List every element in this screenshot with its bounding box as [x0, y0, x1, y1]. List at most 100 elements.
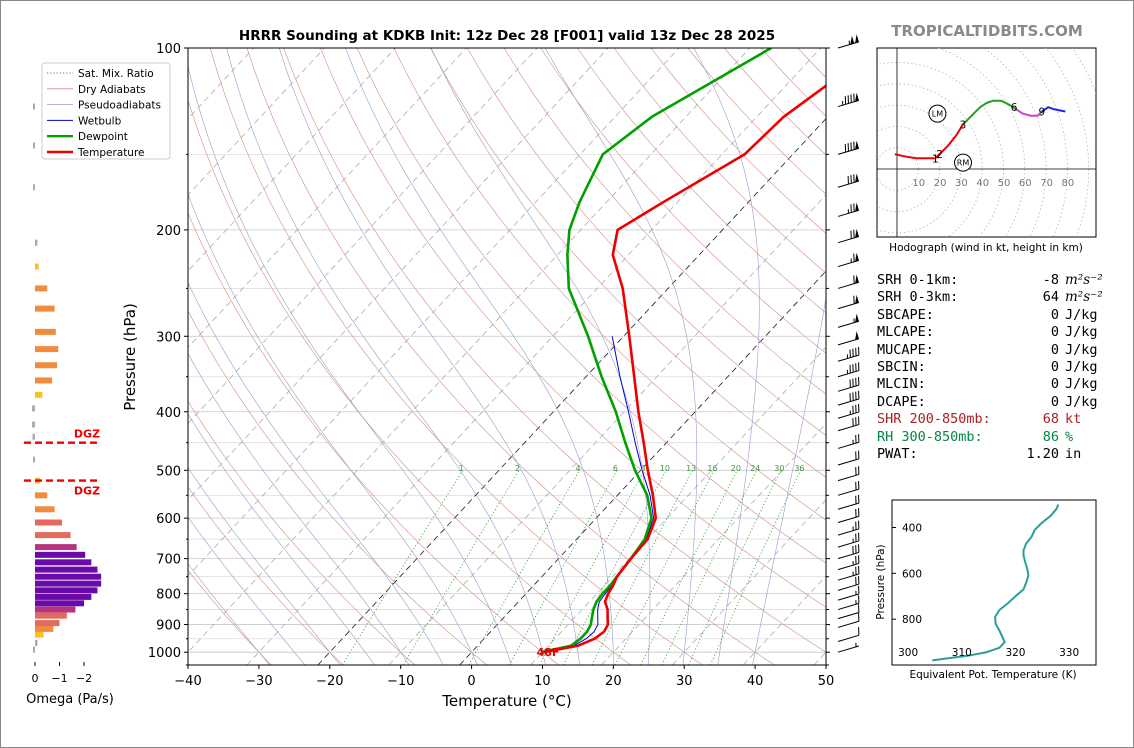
- hodograph-height-label: 2: [936, 149, 943, 161]
- theta-e-plot: [932, 504, 1060, 662]
- hodograph-height-label: 1: [932, 153, 939, 165]
- omega-x-tick-label: −1: [51, 672, 67, 685]
- pseudoadiabat-line: [693, 48, 760, 665]
- parameter-name: SRH 0-3km:: [877, 289, 959, 306]
- wind-barb: [837, 532, 860, 548]
- omega-bar: [35, 606, 76, 613]
- wind-barb: [837, 565, 860, 581]
- omega-bar: [35, 566, 98, 573]
- omega-bar: [33, 184, 35, 191]
- hodograph-caption: Hodograph (wind in kt, height in km): [889, 242, 1083, 254]
- hodograph: 10 20 30 40 50 60 70 80 12 3 6 9 LM RM: [877, 48, 1096, 237]
- parameter-value: 0: [1050, 306, 1059, 323]
- legend-label: Wetbulb: [78, 115, 122, 127]
- skewt-profiles: [540, 48, 826, 654]
- barb-staff: [837, 281, 860, 289]
- wind-barb: [837, 331, 860, 346]
- dewpoint-profile: [540, 48, 772, 654]
- barb-staff: [837, 354, 860, 362]
- mixing-ratio-line: [688, 470, 782, 665]
- legend-label: Dry Adiabats: [78, 84, 146, 96]
- omega-bar: [35, 532, 71, 539]
- parameter-value: 0: [1050, 376, 1059, 393]
- isotherm-line: [188, 48, 396, 272]
- omega-bar: [35, 612, 67, 619]
- parameter-row: SHR 200-850mb: 68 kt: [877, 411, 1103, 428]
- wind-barb: [837, 362, 860, 378]
- legend-label: Sat. Mix. Ratio: [78, 68, 154, 80]
- y-tick-label: 900: [156, 619, 181, 634]
- omega-bar: [35, 559, 92, 566]
- storm-motion-marker: [954, 153, 973, 172]
- skewt-axes: 1 2 4 6 8 10 13 16 20 24 30 36−40 −30 −20 −10 0 10 20 30 40…: [148, 42, 834, 689]
- omega-bar: [35, 551, 86, 558]
- parameter-unit: J/kg: [1065, 393, 1098, 410]
- wind-barb: [837, 613, 860, 628]
- barb-staff: [837, 551, 860, 560]
- barb-staff: [837, 441, 860, 449]
- barb-staff: [837, 320, 860, 328]
- mixing-ratio-label: 1: [459, 464, 464, 473]
- dry-adiabat-line: [393, 48, 826, 521]
- barb-flag: [855, 140, 859, 150]
- dry-adiabat-line: [467, 48, 826, 436]
- y-tick-label: 1000: [148, 646, 181, 661]
- wind-barb: [837, 576, 860, 591]
- parameter-unit: J/kg: [1065, 341, 1098, 358]
- omega-bar: [32, 421, 35, 428]
- barb-flag: [855, 331, 859, 340]
- pseudoadiabat-line: [188, 282, 444, 665]
- temperature-profile: [543, 84, 826, 654]
- omega-bar: [35, 377, 53, 384]
- omega-bar: [35, 625, 54, 632]
- storm-motion-label: RM: [957, 159, 970, 168]
- barb-staff: [837, 540, 860, 548]
- barb-flag: [855, 313, 859, 323]
- barb-flag: [850, 35, 855, 45]
- x-tick-label: −40: [174, 674, 201, 689]
- wind-barb: [837, 92, 860, 108]
- omega-bar: [33, 142, 35, 149]
- pseudoadiabat-line: [188, 563, 270, 665]
- omega-bar: [35, 492, 48, 499]
- mixing-ratio-line: [640, 470, 738, 665]
- barb-staff: [837, 645, 860, 653]
- hodograph-ring-label: 10: [912, 178, 925, 189]
- omega-bar: [35, 593, 92, 600]
- barb-flag: [855, 252, 859, 262]
- theta-e-panel: 300 310 320 330 400 600 800 Equivalent Pot. Tem…: [875, 499, 1097, 681]
- theta-e-x-axis-label: Equivalent Pot. Temperature (K): [909, 669, 1076, 681]
- barb-staff: [837, 259, 860, 268]
- hodograph-height-label: 9: [1038, 106, 1045, 118]
- barb-staff: [837, 41, 860, 49]
- dry-adiabat-line: [430, 48, 826, 478]
- parameter-name: MLCIN:: [877, 376, 926, 393]
- skewt-legend: Sat. Mix. Ratio Dry Adiabats Pseudoadiabat…: [41, 62, 171, 160]
- mixing-ratio-line: [509, 470, 618, 665]
- parameter-name: RH 300-850mb:: [877, 428, 983, 445]
- parameter-name: PWAT:: [877, 445, 918, 462]
- omega-bar: [35, 328, 56, 335]
- parameter-value: 64: [1042, 289, 1059, 306]
- pseudoadiabat-line: [188, 413, 375, 665]
- barb-staff: [837, 384, 860, 392]
- mixing-ratio-label: 2: [515, 464, 520, 473]
- hodograph-ring-label: 80: [1062, 178, 1075, 189]
- barb-staff: [837, 473, 860, 482]
- wind-barb: [837, 508, 860, 523]
- parameter-row: MUCAPE: 0 J/kg: [877, 342, 1103, 359]
- barb-staff: [837, 301, 860, 310]
- pseudoadiabat-line: [226, 48, 546, 665]
- omega-bar: [35, 362, 58, 369]
- barb-staff: [837, 562, 860, 571]
- isotherm-line: [188, 48, 467, 348]
- y-tick-label: 600: [156, 512, 181, 527]
- wind-barb: [837, 274, 860, 289]
- barb-flag: [855, 92, 859, 102]
- pseudoadiabat-line: [188, 352, 410, 665]
- wind-barb: [837, 313, 860, 328]
- hodograph-ring-label: 20: [934, 178, 947, 189]
- mixing-ratio-label: 36: [794, 464, 804, 473]
- omega-bar: [35, 620, 60, 627]
